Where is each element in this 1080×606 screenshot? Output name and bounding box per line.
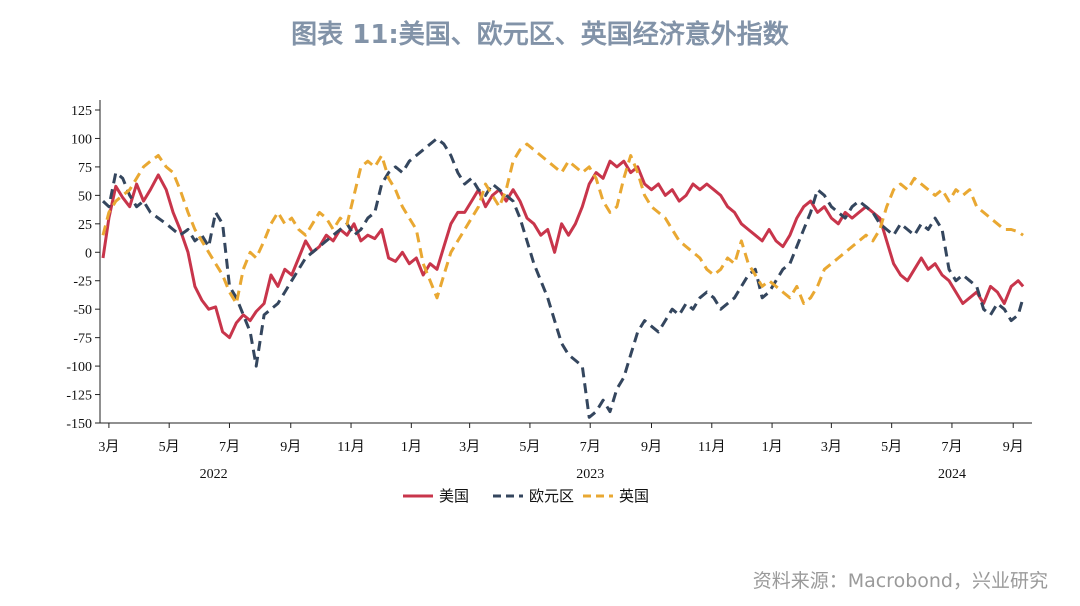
source-note: 资料来源：Macrobond，兴业研究 bbox=[752, 570, 1048, 592]
y-tick-label: 100 bbox=[71, 132, 92, 147]
series-group bbox=[101, 137, 1025, 419]
chart-title: 图表 11:美国、欧元区、英国经济意外指数 bbox=[291, 20, 789, 50]
legend-label-1: 欧元区 bbox=[529, 487, 574, 505]
legend-label-2: 英国 bbox=[619, 487, 649, 505]
y-tick-label: 75 bbox=[78, 161, 92, 176]
y-tick-label: -100 bbox=[66, 360, 92, 375]
y-axis: 125 100 75 50 25 0 -25 -50 -75 -100 -125 -150 bbox=[66, 100, 101, 432]
y-tick-label: 125 bbox=[71, 104, 92, 119]
legend: 美国 欧元区 英国 bbox=[403, 487, 649, 505]
y-tick-label: 0 bbox=[85, 246, 92, 261]
y-tick-label: 50 bbox=[78, 189, 92, 204]
x-year-label: 2022 bbox=[200, 467, 228, 482]
x-tick-label: 5月 bbox=[519, 439, 540, 455]
y-tick-label: -150 bbox=[66, 417, 92, 432]
x-tick-label: 3月 bbox=[98, 439, 119, 455]
x-tick-label: 5月 bbox=[159, 439, 180, 455]
y-tick-label: -25 bbox=[73, 275, 92, 290]
y-tick-label: -75 bbox=[73, 332, 92, 347]
series-line-1 bbox=[101, 137, 1025, 419]
y-tick-label: -125 bbox=[66, 389, 92, 404]
x-tick-label: 5月 bbox=[881, 439, 902, 455]
x-tick-label: 1月 bbox=[762, 439, 783, 455]
x-tick-label: 3月 bbox=[459, 439, 480, 455]
y-tick-label: -50 bbox=[73, 303, 92, 318]
x-tick-label: 9月 bbox=[280, 439, 301, 455]
x-tick-label: 11月 bbox=[337, 439, 364, 455]
legend-label-0: 美国 bbox=[439, 487, 469, 505]
x-axis: 3月 5月 7月 9月 11月 1月 3月 5月 7月 9月 11月 1月 3月 5月 7月 9月 2022 20… bbox=[98, 422, 1032, 482]
series-line-0 bbox=[101, 159, 1025, 340]
x-tick-label: 3月 bbox=[821, 439, 842, 455]
x-tick-label: 11月 bbox=[698, 439, 725, 455]
x-tick-label: 9月 bbox=[641, 439, 662, 455]
series-line-2 bbox=[101, 142, 1024, 305]
y-tick-label: 25 bbox=[78, 218, 92, 233]
x-tick-label: 1月 bbox=[401, 439, 422, 455]
x-year-label: 2023 bbox=[576, 467, 604, 482]
x-tick-label: 7月 bbox=[219, 439, 240, 455]
x-year-label: 2024 bbox=[938, 467, 966, 482]
x-tick-label: 9月 bbox=[1003, 439, 1024, 455]
x-tick-label: 7月 bbox=[941, 439, 962, 455]
x-tick-label: 7月 bbox=[580, 439, 601, 455]
